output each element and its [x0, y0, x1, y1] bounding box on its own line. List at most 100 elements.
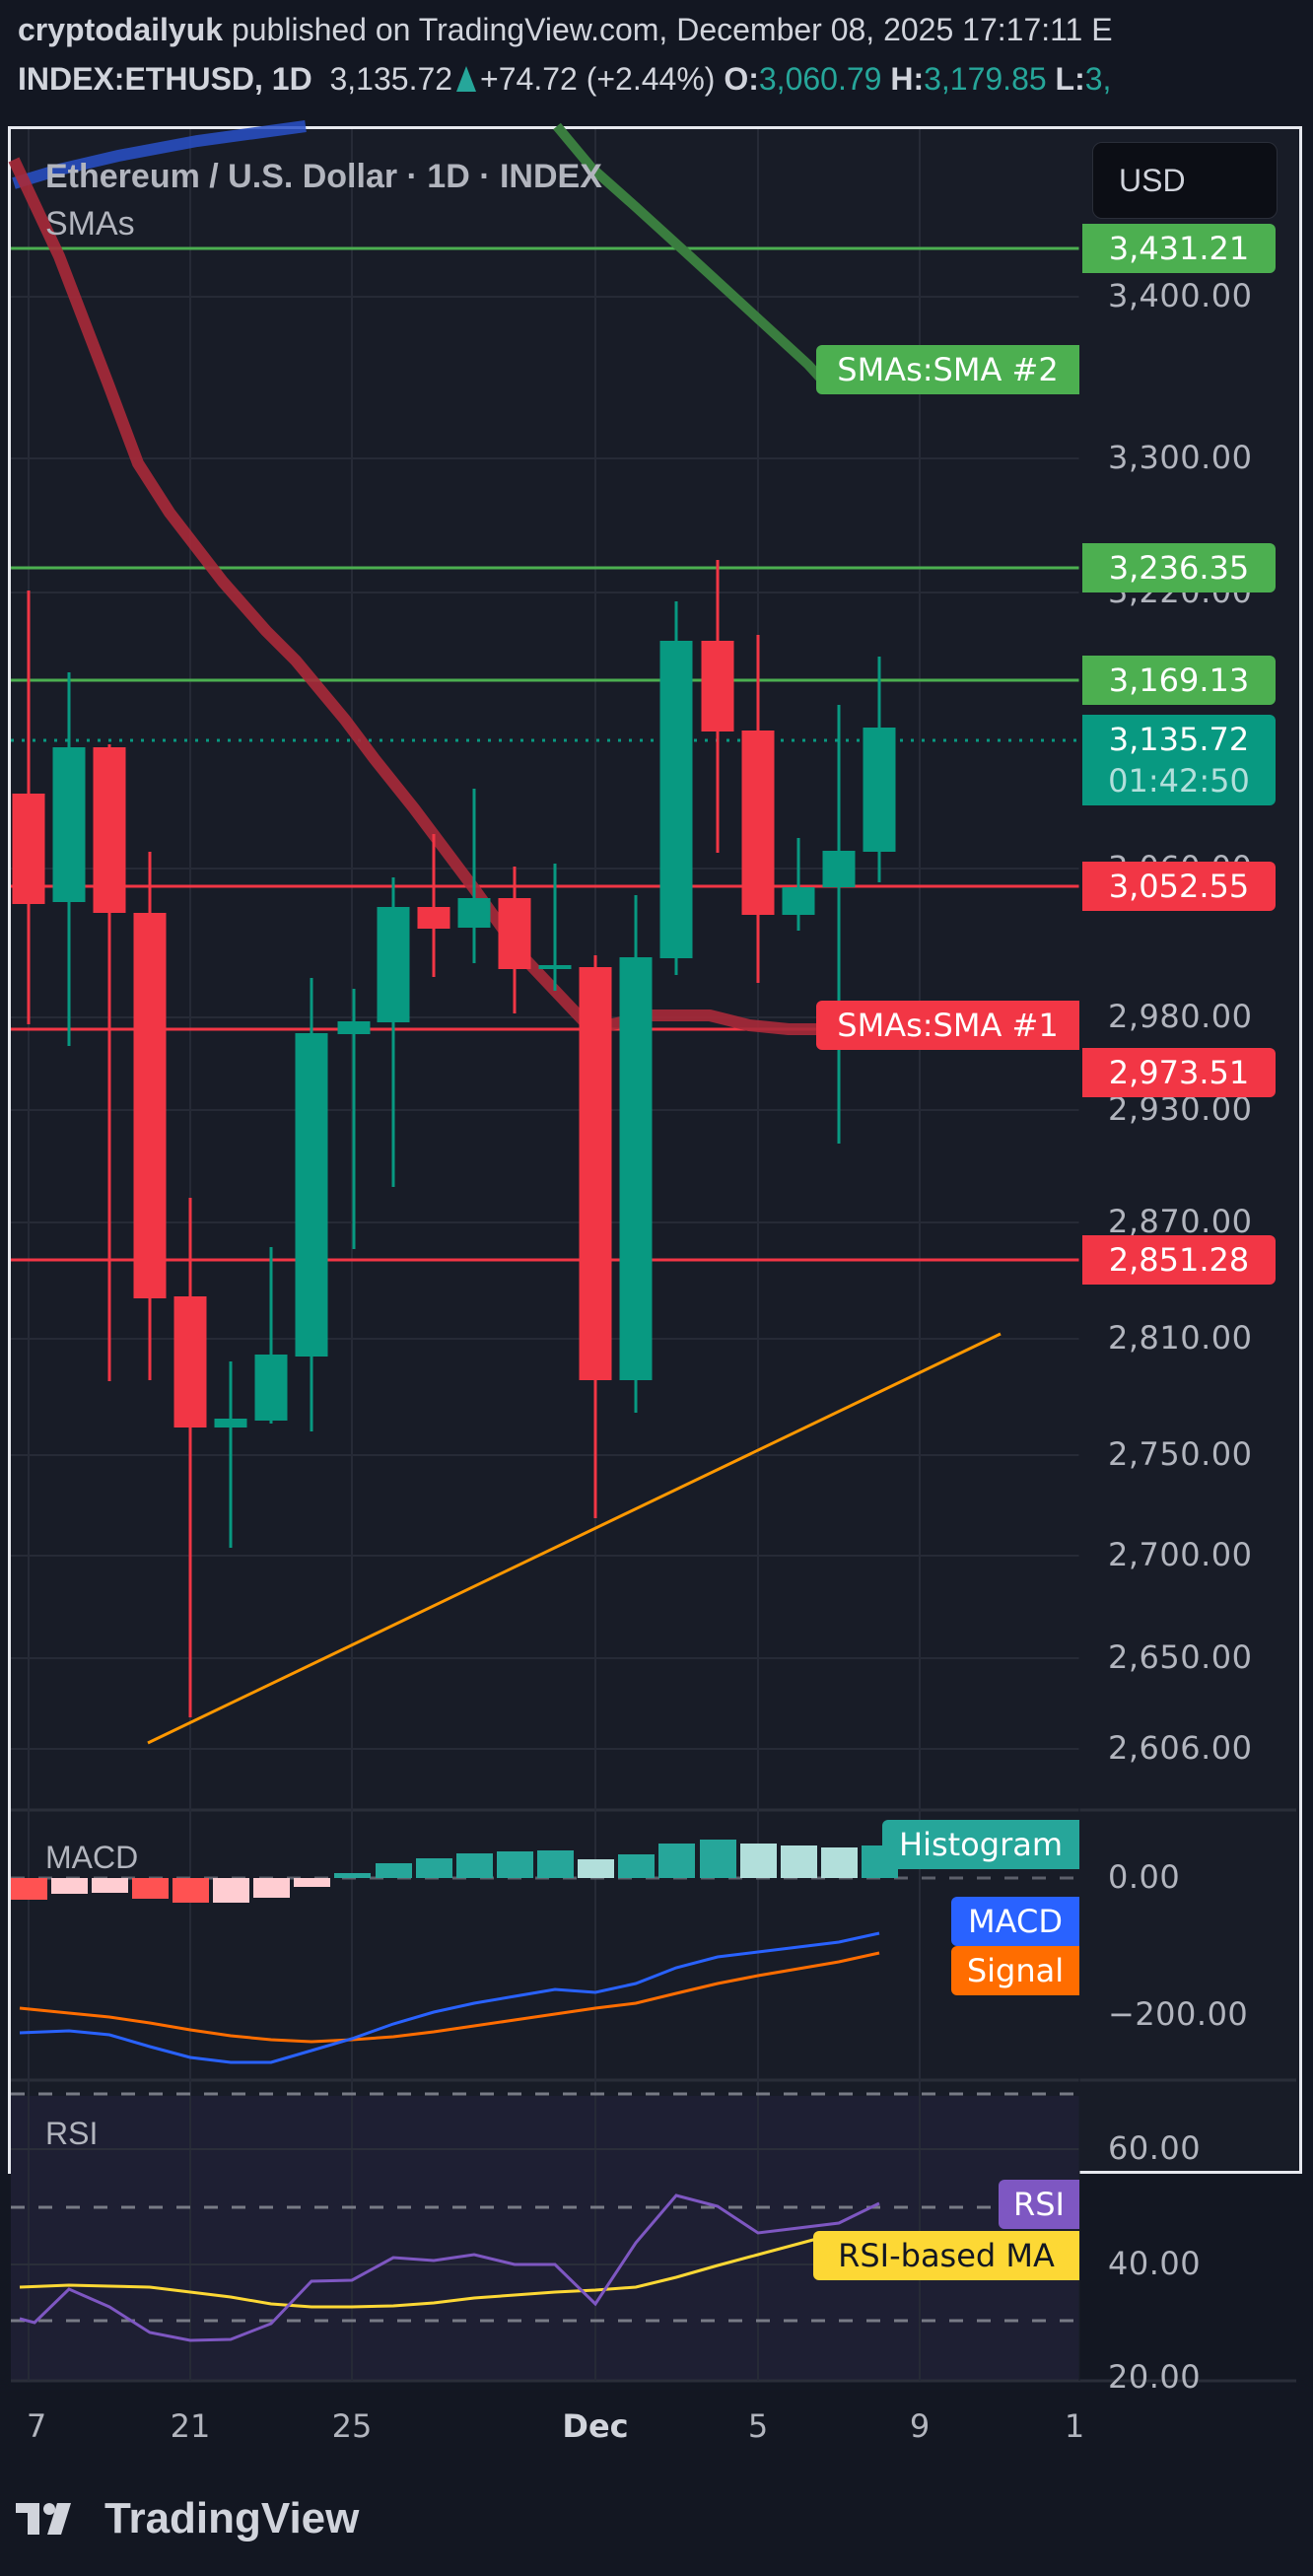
- publish-text: published on TradingView.com, December 0…: [223, 12, 1113, 47]
- macd-line[interactable]: [19, 1931, 880, 2064]
- candle-body[interactable]: [538, 965, 572, 969]
- sma-line-label[interactable]: SMAs:SMA #1: [816, 1001, 1079, 1050]
- author-name[interactable]: cryptodailyuk: [18, 12, 224, 47]
- macd-histogram-bar: [173, 1878, 209, 1903]
- price-level-tag[interactable]: 3,431.21: [1082, 224, 1276, 273]
- candle-body[interactable]: [579, 967, 612, 1380]
- rsi-ma-line[interactable]: [19, 2231, 840, 2309]
- price-level-tag[interactable]: 2,973.51: [1082, 1048, 1276, 1097]
- macd-histogram-bar: [700, 1840, 736, 1878]
- price-tick-label: 3,400.00: [1108, 277, 1253, 314]
- candle-body[interactable]: [214, 1419, 247, 1427]
- macd-histogram-bar: [294, 1878, 330, 1887]
- candle-body[interactable]: [619, 957, 653, 1380]
- price-level-tag[interactable]: 3,236.35: [1082, 543, 1276, 592]
- candle-body[interactable]: [295, 1033, 328, 1357]
- candle-body[interactable]: [52, 747, 86, 902]
- rsi-tick-label: 40.00: [1108, 2245, 1202, 2282]
- macd-histogram-bar: [821, 1847, 858, 1878]
- macd-histogram-bar: [51, 1878, 88, 1894]
- last-price: 3,135.72: [329, 61, 453, 97]
- sma3-line[interactable]: [12, 120, 307, 189]
- candle-body[interactable]: [782, 887, 815, 915]
- macd-legend-histogram[interactable]: Histogram: [882, 1820, 1079, 1869]
- up-arrow-icon: [456, 66, 477, 92]
- sma2-line[interactable]: [553, 122, 832, 390]
- price-tick-label: 2,750.00: [1108, 1435, 1253, 1473]
- signal-line[interactable]: [19, 1951, 880, 2044]
- macd-histogram-bar: [92, 1878, 128, 1893]
- macd-histogram-bar: [578, 1859, 614, 1878]
- macd-pane-label[interactable]: MACD: [45, 1840, 139, 1875]
- rsi-legend-tag[interactable]: RSI: [999, 2180, 1079, 2229]
- low-value: 3,: [1084, 61, 1112, 97]
- publish-info: cryptodailyuk published on TradingView.c…: [18, 12, 1113, 48]
- chart-legend-title[interactable]: Ethereum / U.S. Dollar · 1D · INDEX: [45, 158, 602, 195]
- bar-countdown: 01:42:50: [1108, 762, 1250, 800]
- price-tick-label: 2,606.00: [1108, 1729, 1253, 1767]
- price-tick-label: 2,810.00: [1108, 1319, 1253, 1357]
- high-label: H:: [890, 61, 925, 97]
- candle-body[interactable]: [457, 898, 491, 928]
- time-tick-label: 5: [747, 2407, 769, 2445]
- macd-histogram-bar: [416, 1858, 452, 1878]
- rsi-line[interactable]: [19, 2193, 880, 2342]
- rsi-pane-label[interactable]: RSI: [45, 2116, 99, 2151]
- candle-body[interactable]: [822, 851, 856, 887]
- macd-histogram-bar: [781, 1845, 817, 1878]
- candle-body[interactable]: [741, 731, 775, 915]
- price-level-tag[interactable]: 3,169.13: [1082, 656, 1276, 705]
- macd-histogram-bar: [334, 1873, 371, 1878]
- macd-histogram-bar: [213, 1878, 249, 1903]
- candle-body[interactable]: [12, 794, 45, 904]
- candle-body[interactable]: [93, 747, 126, 913]
- macd-histogram-bar: [253, 1878, 290, 1898]
- current-price-value: 3,135.72: [1108, 721, 1250, 758]
- price-change: +74.72 (+2.44%): [480, 61, 716, 97]
- currency-button[interactable]: USD: [1092, 142, 1278, 219]
- indicator-legend-smas[interactable]: SMAs: [45, 205, 135, 243]
- symbol-info-bar: INDEX:ETHUSD, 1D 3,135.72 +74.72 (+2.44%)…: [18, 61, 1111, 98]
- high-value: 3,179.85: [924, 61, 1047, 97]
- macd-legend-macd[interactable]: MACD: [951, 1897, 1079, 1946]
- currency-label: USD: [1119, 162, 1186, 198]
- trendline[interactable]: [147, 1332, 1002, 1745]
- candle-body[interactable]: [173, 1296, 207, 1427]
- macd-histogram-bar: [537, 1850, 574, 1878]
- candle-body[interactable]: [133, 913, 167, 1298]
- current-price-tag[interactable]: 3,135.72 01:42:50: [1082, 715, 1276, 805]
- candle-body[interactable]: [863, 728, 896, 852]
- time-tick-label: Dec: [562, 2407, 629, 2445]
- macd-histogram-bar: [132, 1878, 169, 1899]
- candle-body[interactable]: [659, 641, 693, 958]
- candle-body[interactable]: [498, 898, 531, 969]
- brand-name: TradingView: [104, 2494, 360, 2542]
- sma-line-label[interactable]: SMAs:SMA #2: [816, 345, 1079, 394]
- macd-tick-label: 0.00: [1108, 1858, 1181, 1896]
- open-value: 3,060.79: [758, 61, 882, 97]
- macd-histogram-bar: [11, 1878, 47, 1900]
- candle-body[interactable]: [377, 907, 410, 1022]
- candle-body[interactable]: [417, 907, 450, 929]
- rsi-ma-legend-tag[interactable]: RSI-based MA: [813, 2231, 1079, 2280]
- macd-histogram-bar: [740, 1844, 777, 1878]
- time-tick-label: 9: [909, 2407, 931, 2445]
- time-tick-label: 7: [26, 2407, 47, 2445]
- symbol-name: INDEX:ETHUSD, 1D: [18, 61, 312, 97]
- candle-body[interactable]: [337, 1021, 371, 1034]
- macd-histogram-bar: [376, 1863, 412, 1878]
- candle-body[interactable]: [254, 1355, 288, 1421]
- price-level-tag[interactable]: 3,052.55: [1082, 862, 1276, 911]
- macd-histogram-bar: [497, 1851, 533, 1878]
- time-tick-label: 21: [170, 2407, 211, 2445]
- price-tick-label: 2,650.00: [1108, 1638, 1253, 1676]
- candle-body[interactable]: [701, 641, 734, 731]
- price-level-tag[interactable]: 2,851.28: [1082, 1235, 1276, 1285]
- time-tick-label: 25: [331, 2407, 373, 2445]
- low-label: L:: [1055, 61, 1085, 97]
- price-tick-label: 3,300.00: [1108, 439, 1253, 476]
- price-tick-label: 2,700.00: [1108, 1536, 1253, 1573]
- sma1-line[interactable]: [8, 157, 818, 1035]
- macd-legend-signal[interactable]: Signal: [951, 1946, 1079, 1995]
